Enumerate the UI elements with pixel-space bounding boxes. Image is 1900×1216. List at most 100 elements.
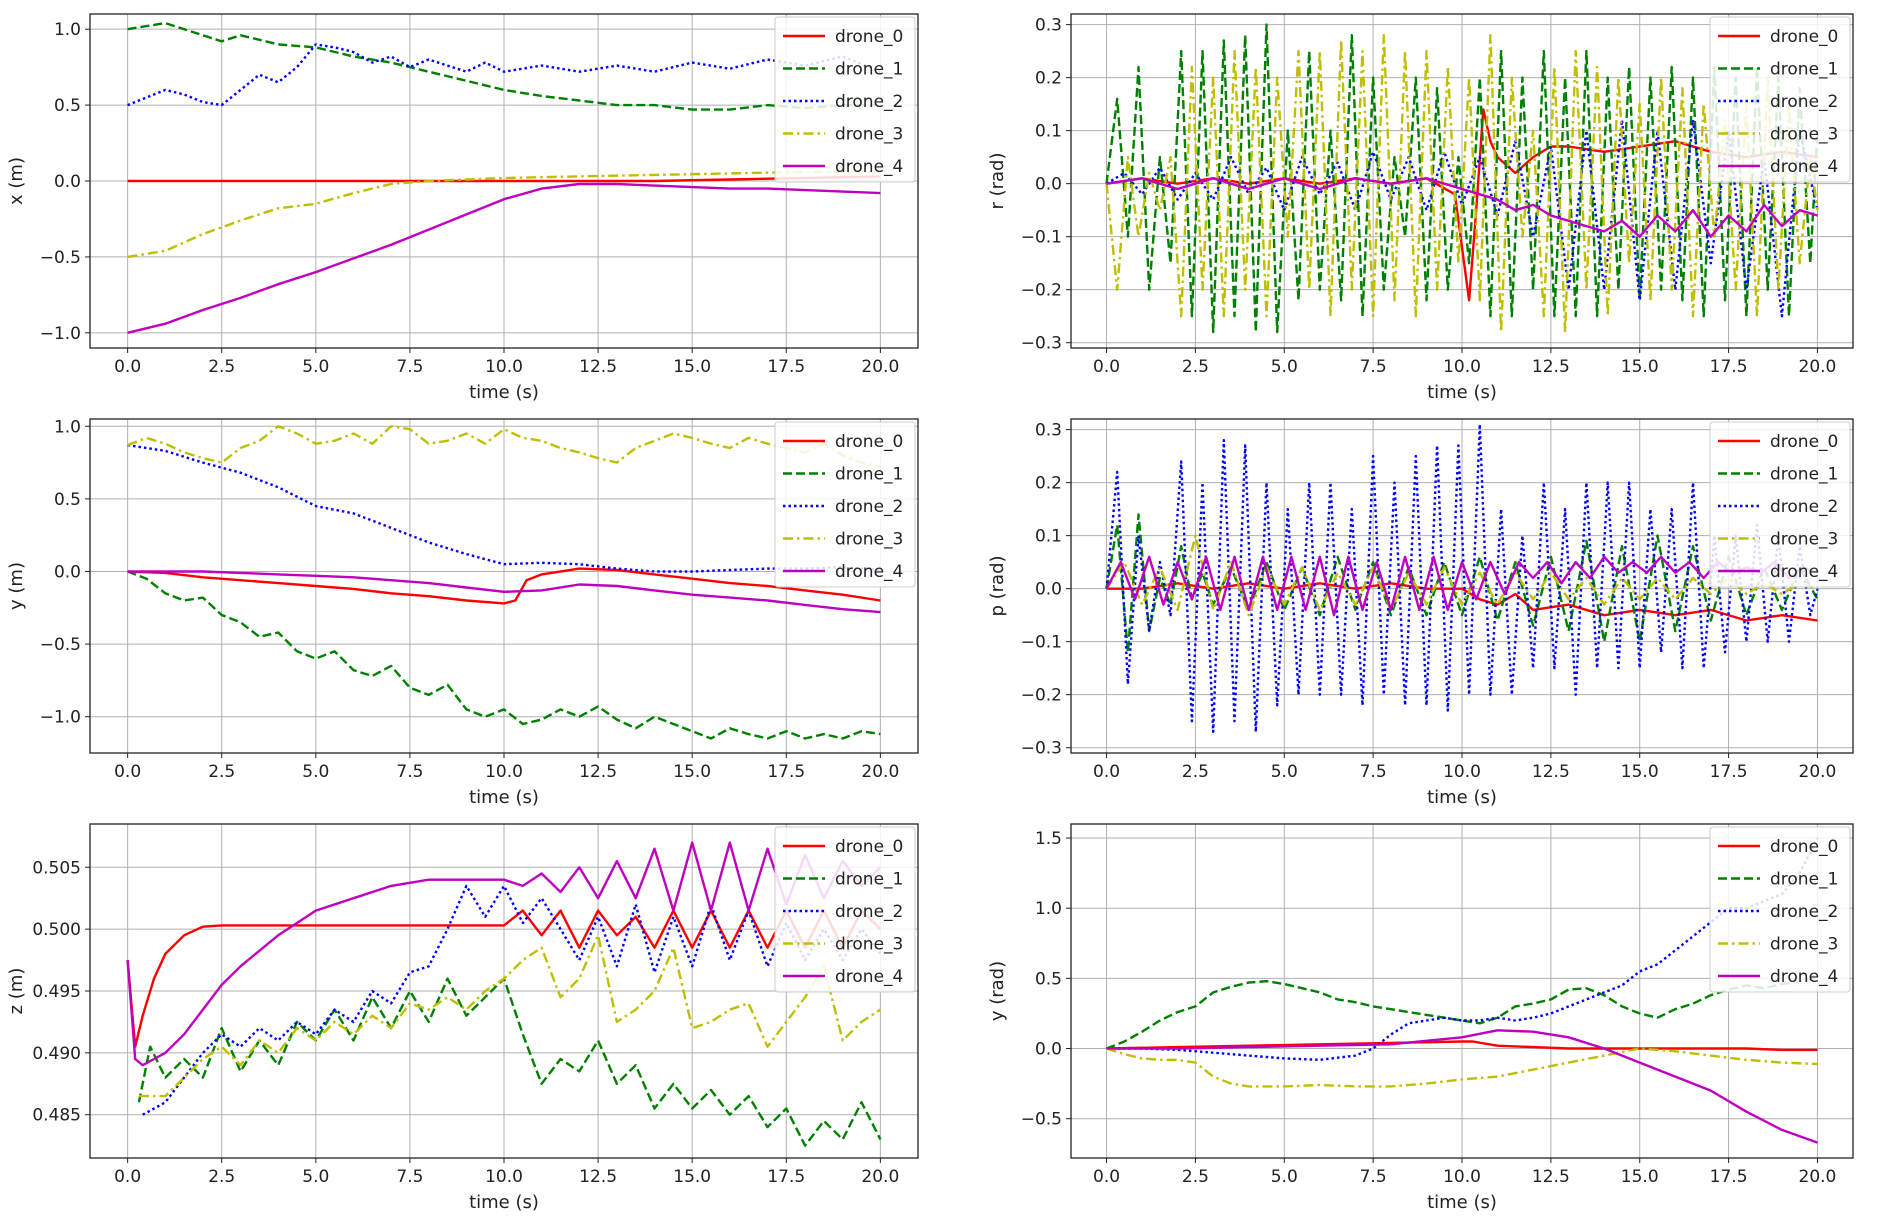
x-axis-label: time (s)	[469, 382, 539, 403]
x-tick-label: 10.0	[1443, 1167, 1481, 1187]
legend-label: drone_4	[835, 967, 903, 987]
x-tick-label: 17.5	[1710, 762, 1748, 782]
legend-label: drone_3	[1770, 935, 1838, 955]
legend-label: drone_3	[1770, 530, 1838, 550]
x-axis-label: time (s)	[1427, 1192, 1497, 1213]
y-tick-label: 1.0	[54, 417, 81, 437]
series-line-drone-1	[1106, 977, 1818, 1050]
legend-label: drone_1	[1770, 465, 1838, 485]
legend-box	[1709, 421, 1851, 588]
chart-svg: 0.0 2.5 5.0 7.5 10.0 12.5 15.0 17.5 20.0 −0.3 −0.2…	[987, 13, 1854, 403]
x-axis-label: time (s)	[469, 1192, 539, 1213]
legend-label: drone_1	[835, 60, 903, 80]
x-tick-label: 15.0	[673, 762, 711, 782]
series-group	[127, 21, 881, 334]
y-tick-label: 0.5	[54, 96, 81, 116]
x-tick-label: 15.0	[1621, 357, 1659, 377]
series-group	[1105, 423, 1819, 733]
y-tick-label: −0.1	[1021, 633, 1062, 653]
x-tick-label: 15.0	[1621, 762, 1659, 782]
y-tick-label: −0.2	[1021, 686, 1062, 706]
series-group	[1105, 23, 1819, 334]
legend-label: drone_3	[1770, 125, 1838, 145]
chart-svg: 0.0 2.5 5.0 7.5 10.0 12.5 15.0 17.5 20.0 −0.3 −0.2…	[987, 418, 1854, 808]
series-line-drone-0	[1106, 1040, 1818, 1052]
y-tick-label: 0.0	[1035, 1040, 1062, 1060]
series-line-drone-2	[127, 43, 881, 107]
series-line-drone-1	[1105, 23, 1819, 334]
y-tick-label: −0.3	[1021, 334, 1062, 354]
legend-box	[774, 826, 916, 993]
y-tick-label: −0.1	[1021, 228, 1062, 248]
x-tick-label: 12.5	[579, 762, 617, 782]
series-line-drone-3	[127, 425, 881, 469]
x-tick-label: 10.0	[485, 762, 523, 782]
legend-label: drone_4	[1770, 562, 1838, 582]
y-axis-label: y (m)	[6, 562, 27, 610]
y-tick-label: 0.505	[32, 858, 81, 878]
chart-z-position: 0.0 2.5 5.0 7.5 10.0 12.5 15.0 17.5 20.0 0.485 0.4…	[0, 810, 950, 1215]
y-tick-label: 0.495	[32, 982, 81, 1002]
axes-frame	[89, 418, 919, 754]
x-tick-label: 2.5	[1182, 762, 1209, 782]
legend-label: drone_0	[835, 432, 903, 452]
series-line-drone-3	[138, 934, 882, 1098]
legend-label: drone_0	[835, 27, 903, 47]
x-tick-label: 5.0	[302, 357, 329, 377]
legend-label: drone_3	[835, 125, 903, 145]
series-line-drone-4	[1106, 1029, 1818, 1144]
y-axis-label: x (m)	[6, 157, 27, 205]
series-line-drone-2	[127, 443, 881, 573]
legend-label: drone_2	[1770, 497, 1838, 517]
y-tick-label: 1.0	[54, 20, 81, 40]
series-line-drone-0	[1106, 582, 1818, 622]
series-line-drone-3	[127, 170, 881, 259]
chart-x-position: 0.0 2.5 5.0 7.5 10.0 12.5 15.0 17.5 20.0 −1.0 −0.5…	[0, 0, 950, 405]
legend-label: drone_3	[835, 530, 903, 550]
series-line-drone-2	[1105, 423, 1819, 733]
x-tick-label: 7.5	[1360, 762, 1387, 782]
x-tick-label: 0.0	[1093, 1167, 1120, 1187]
x-tick-label: 17.5	[767, 1167, 805, 1187]
x-tick-label: 20.0	[861, 762, 899, 782]
legend-label: drone_0	[1770, 432, 1838, 452]
y-tick-label: 0.3	[1035, 421, 1062, 441]
x-tick-label: 12.5	[1532, 762, 1570, 782]
x-tick-label: 2.5	[208, 762, 235, 782]
series-line-drone-4	[127, 182, 881, 334]
x-tick-label: 17.5	[767, 762, 805, 782]
y-tick-label: 1.0	[1035, 899, 1062, 919]
series-line-drone-3	[1105, 34, 1819, 334]
x-tick-label: 12.5	[1532, 1167, 1570, 1187]
y-tick-label: 0.1	[1035, 527, 1062, 547]
x-tick-label: 0.0	[114, 1167, 141, 1187]
series-line-drone-2	[142, 884, 882, 1116]
y-tick-label: 0.2	[1035, 474, 1062, 494]
x-tick-label: 2.5	[208, 357, 235, 377]
y-tick-label: 0.0	[1035, 175, 1062, 195]
axes-frame	[1070, 13, 1854, 349]
chart-svg: 0.0 2.5 5.0 7.5 10.0 12.5 15.0 17.5 20.0 −1.0 −0.5…	[6, 13, 919, 403]
axes-frame	[89, 13, 919, 349]
axes-frame	[1070, 418, 1854, 754]
y-axis-label: p (rad)	[987, 555, 1008, 616]
series-line-drone-4	[1106, 177, 1818, 238]
legend-label: drone_2	[835, 497, 903, 517]
series-line-drone-1	[127, 570, 881, 740]
legend-label: drone_1	[835, 465, 903, 485]
x-tick-label: 17.5	[1710, 1167, 1748, 1187]
x-axis-label: time (s)	[1427, 382, 1497, 403]
legend-label: drone_0	[1770, 27, 1838, 47]
x-tick-label: 0.0	[114, 357, 141, 377]
x-tick-label: 5.0	[302, 1167, 329, 1187]
x-tick-label: 20.0	[1799, 1167, 1837, 1187]
legend-label: drone_0	[1770, 837, 1838, 857]
x-tick-label: 0.0	[1093, 357, 1120, 377]
y-axis-label: y (rad)	[987, 961, 1008, 1021]
y-axis-label: z (m)	[6, 968, 27, 1015]
series-line-drone-4	[127, 570, 881, 614]
chart-svg: 0.0 2.5 5.0 7.5 10.0 12.5 15.0 17.5 20.0 −1.0 −0.5…	[6, 417, 919, 808]
y-tick-label: 1.5	[1035, 829, 1062, 849]
x-tick-label: 15.0	[673, 357, 711, 377]
